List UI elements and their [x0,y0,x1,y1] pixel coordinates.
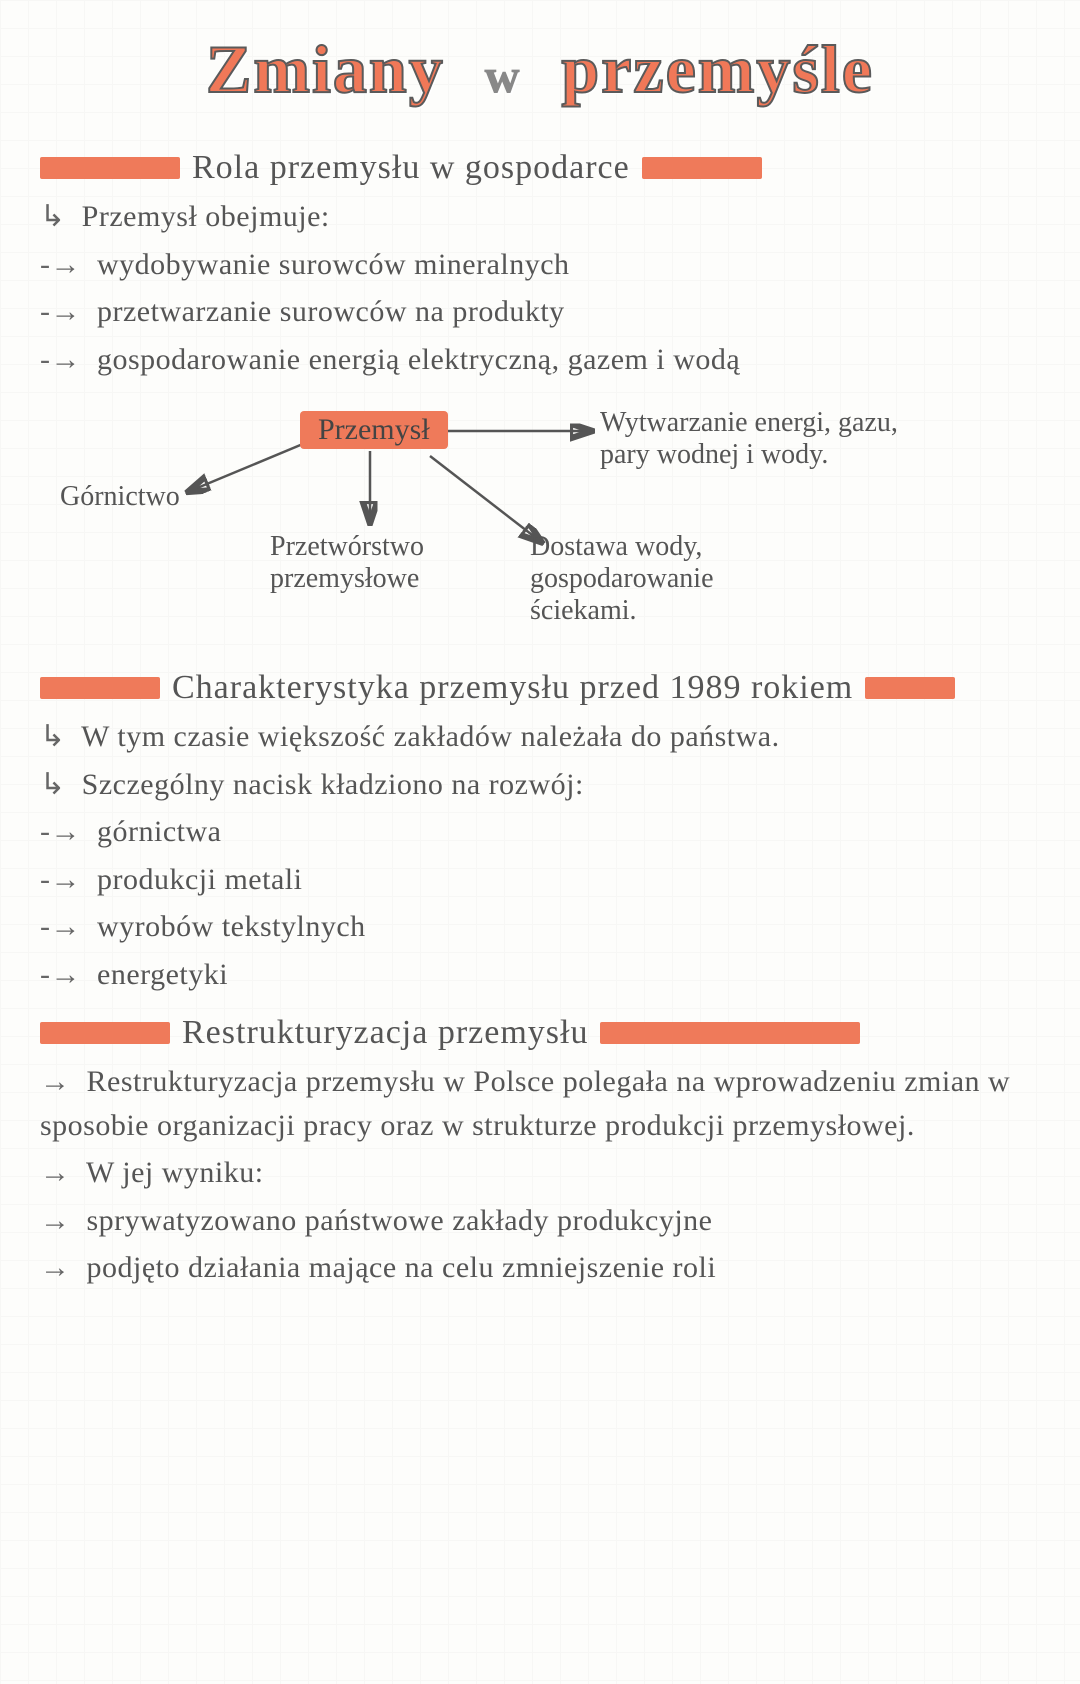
list-item-text: energetyki [97,958,228,991]
list-item: -→ górnictwa [40,810,1040,854]
diagram-node-processing: Przetwórstwo przemysłowe [270,531,424,595]
page-title: Zmiany w przemyśle [40,30,1040,109]
list-item-text: produkcji metali [97,863,302,896]
highlight-bar-right [865,677,955,699]
diagram-node-mining: Górnictwo [60,481,180,513]
list-item-text: sprywatyzowano państwowe zakłady produkc… [87,1204,713,1237]
bullet-arrow: -→ [40,863,81,896]
section-3-line: → W jej wyniku: [40,1151,1040,1195]
highlight-bar-right [600,1022,860,1044]
bullet-arrow: -→ [40,343,81,376]
highlight-bar-left [40,1022,170,1044]
bullet-arrow: → [40,1065,71,1098]
title-word-3: przemyśle [561,30,874,109]
diagram-center-node: Przemysł [300,411,448,449]
list-item-text: gospodarowanie energią elektryczną, gaze… [97,343,740,376]
bullet-sub: ↳ [40,768,66,801]
list-item-text: wyrobów tekstylnych [97,910,366,943]
bullet-sub: ↳ [40,720,66,753]
bullet-arrow: → [40,1204,71,1237]
highlight-bar-left [40,157,180,179]
bullet-arrow: -→ [40,248,81,281]
bullet-sub: ↳ [40,200,66,233]
title-word-1: Zmiany [206,30,445,109]
section-1-heading: Rola przemysłu w gospodarce [40,149,1040,187]
list-item: -→ energetyki [40,953,1040,997]
list-item-text: przetwarzanie surowców na produkty [97,295,565,328]
section-1-title: Rola przemysłu w gospodarce [192,149,630,187]
section-3-heading: Restrukturyzacja przemysłu [40,1014,1040,1052]
bullet-arrow: → [40,1156,71,1189]
diagram-node-water: Dostawa wody, gospodarowanie ściekami. [530,531,714,628]
highlight-bar-right [642,157,762,179]
list-item: -→ wyrobów tekstylnych [40,905,1040,949]
section-3-text: W jej wyniku: [86,1156,264,1189]
list-item: -→ gospodarowanie energią elektryczną, g… [40,338,1040,382]
section-2-heading: Charakterystyka przemysłu przed 1989 rok… [40,669,1040,707]
bullet-arrow: -→ [40,910,81,943]
section-2-text: W tym czasie większość zakładów należała… [81,720,780,753]
list-item-text: wydobywanie surowców mineralnych [97,248,570,281]
bullet-arrow: -→ [40,958,81,991]
highlight-bar-left [40,677,160,699]
section-2-line: ↳ Szczególny nacisk kładziono na rozwój: [40,763,1040,807]
list-item-text: podjęto działania mające na celu zmniejs… [87,1251,717,1284]
list-item: → sprywatyzowano państwowe zakłady produ… [40,1199,1040,1243]
diagram-node-energy: Wytwarzanie energi, gazu, pary wodnej i … [600,407,898,471]
section-2-title: Charakterystyka przemysłu przed 1989 rok… [172,669,853,707]
section-1-lead: ↳ Przemysł obejmuje: [40,195,1040,239]
bullet-arrow: -→ [40,295,81,328]
bullet-arrow: -→ [40,815,81,848]
section-3-line: → Restrukturyzacja przemysłu w Polsce po… [40,1060,1040,1147]
list-item: → podjęto działania mające na celu zmnie… [40,1246,1040,1290]
section-1-lead-text: Przemysł obejmuje: [82,200,330,233]
section-3-text: Restrukturyzacja przemysłu w Polsce pole… [40,1065,1010,1142]
list-item: -→ produkcji metali [40,858,1040,902]
bullet-arrow: → [40,1251,71,1284]
section-2-text: Szczególny nacisk kładziono na rozwój: [82,768,584,801]
section-2-line: ↳ W tym czasie większość zakładów należa… [40,715,1040,759]
list-item-text: górnictwa [97,815,221,848]
industry-diagram: Przemysł Górnictwo Przetwórstwo przemysł… [40,401,1040,651]
title-word-2: w [485,49,522,104]
list-item: -→ wydobywanie surowców mineralnych [40,243,1040,287]
list-item: -→ przetwarzanie surowców na produkty [40,290,1040,334]
section-3-title: Restrukturyzacja przemysłu [182,1014,588,1052]
